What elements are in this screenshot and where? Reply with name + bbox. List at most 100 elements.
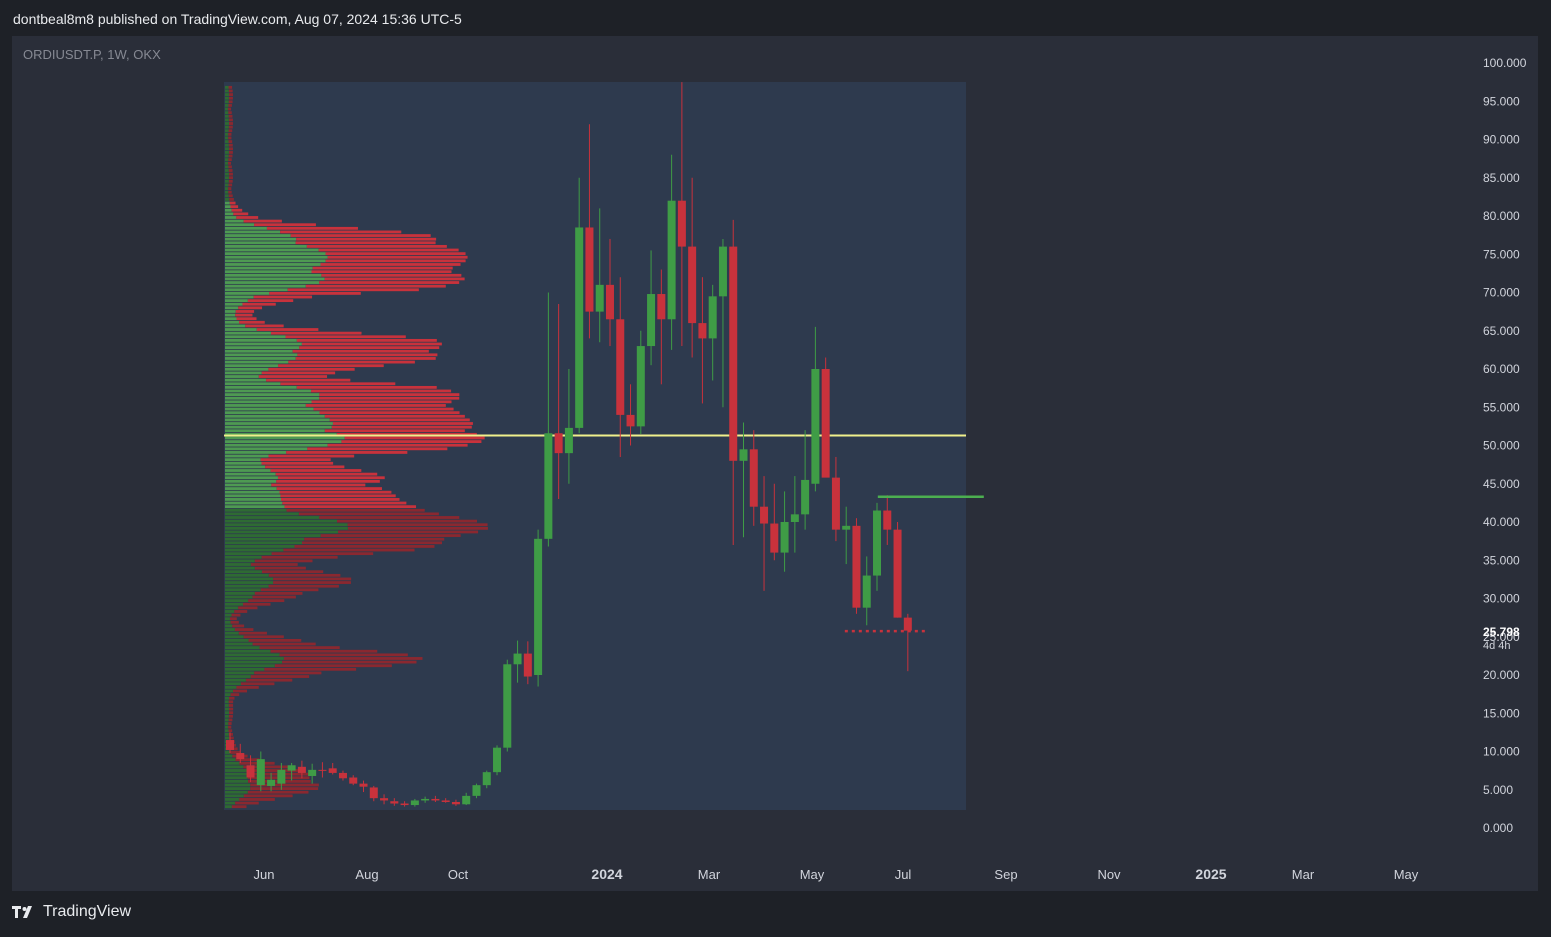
volume-profile-up-row bbox=[225, 801, 236, 805]
volume-profile-up-row bbox=[225, 104, 229, 107]
volume-profile-up-row bbox=[225, 472, 276, 476]
volume-profile-down-row bbox=[228, 96, 233, 100]
volume-profile-up-row bbox=[225, 758, 236, 762]
volume-profile-up-row bbox=[225, 711, 230, 715]
volume-profile-down-row bbox=[268, 367, 355, 371]
volume-profile-down-row bbox=[228, 154, 233, 158]
x-axis-tick-label: Oct bbox=[448, 867, 469, 882]
volume-profile-down-row bbox=[247, 299, 294, 303]
volume-profile-up-row bbox=[225, 704, 229, 707]
volume-profile-up-row bbox=[225, 516, 320, 519]
volume-profile-up-row bbox=[225, 577, 274, 581]
volume-profile-down-row bbox=[228, 732, 233, 736]
volume-profile-up-row bbox=[225, 382, 281, 386]
volume-profile-up-row bbox=[225, 490, 280, 494]
volume-profile-down-row bbox=[228, 151, 233, 154]
volume-profile-up-row bbox=[225, 555, 262, 559]
candle-body bbox=[729, 246, 738, 461]
volume-profile-up-row bbox=[225, 291, 270, 295]
volume-profile-down-row bbox=[338, 530, 479, 534]
volume-profile-up-row bbox=[225, 140, 229, 143]
candle-body bbox=[431, 798, 440, 801]
volume-profile-up-row bbox=[225, 375, 259, 378]
volume-profile-down-row bbox=[228, 158, 232, 162]
volume-profile-down-row bbox=[229, 707, 234, 711]
volume-profile-up-row bbox=[225, 541, 303, 545]
volume-profile-up-row bbox=[225, 147, 229, 151]
volume-profile-down-row bbox=[311, 400, 452, 404]
volume-profile-down-row bbox=[252, 595, 296, 599]
volume-profile-down-row bbox=[331, 425, 472, 429]
volume-profile-up-row bbox=[225, 299, 248, 303]
volume-profile-up-row bbox=[225, 389, 312, 393]
volume-profile-up-row bbox=[225, 96, 229, 100]
volume-profile-down-row bbox=[302, 541, 443, 545]
y-axis-tick-label: 90.000 bbox=[1483, 133, 1520, 147]
volume-profile-up-row bbox=[225, 385, 297, 389]
volume-profile-up-row bbox=[225, 244, 307, 248]
volume-profile-up-row bbox=[225, 610, 235, 613]
volume-profile-up-row bbox=[225, 349, 293, 353]
volume-profile-up-row bbox=[225, 761, 240, 765]
volume-profile-down-row bbox=[278, 364, 384, 368]
volume-profile-down-row bbox=[231, 805, 247, 809]
y-axis-tick-label: 25.000 bbox=[1483, 630, 1520, 644]
volume-profile-up-row bbox=[225, 447, 308, 451]
volume-profile-down-row bbox=[266, 378, 351, 382]
volume-profile-up-row bbox=[225, 205, 231, 209]
volume-profile-down-row bbox=[270, 469, 362, 472]
volume-profile-up-row bbox=[225, 559, 255, 563]
volume-profile-down-row bbox=[318, 248, 459, 252]
candle-body bbox=[688, 246, 697, 324]
y-axis-tick-label: 30.000 bbox=[1483, 592, 1520, 606]
volume-profile-up-row bbox=[225, 642, 253, 646]
volume-profile-up-row bbox=[225, 407, 314, 411]
volume-profile-down-row bbox=[325, 259, 466, 263]
x-axis-tick-label: May bbox=[800, 867, 825, 882]
volume-profile-down-row bbox=[236, 317, 257, 321]
candle-body bbox=[390, 801, 399, 804]
volume-profile-down-row bbox=[286, 508, 425, 512]
candle-body bbox=[328, 768, 337, 773]
candle-body bbox=[267, 779, 276, 786]
volume-profile-up-row bbox=[225, 545, 295, 548]
volume-profile-up-row bbox=[225, 237, 297, 241]
volume-profile-up-row bbox=[225, 425, 332, 429]
volume-profile-up-row bbox=[225, 158, 229, 162]
volume-profile-up-row bbox=[225, 667, 265, 671]
volume-profile-up-row bbox=[225, 263, 321, 266]
volume-profile-down-row bbox=[280, 230, 402, 234]
volume-profile-up-row bbox=[225, 707, 230, 711]
volume-profile-down-row bbox=[228, 104, 232, 107]
volume-profile-down-row bbox=[319, 396, 460, 400]
volume-profile-down-row bbox=[304, 537, 445, 541]
volume-profile-up-row bbox=[225, 458, 261, 462]
candle-body bbox=[575, 227, 584, 428]
candle-body bbox=[421, 798, 430, 801]
volume-profile-up-row bbox=[225, 198, 230, 201]
volume-profile-down-row bbox=[229, 736, 234, 740]
footer-brand[interactable]: TradingView bbox=[12, 903, 131, 921]
volume-profile-down-row bbox=[341, 440, 482, 443]
volume-profile-down-row bbox=[337, 519, 478, 523]
volume-profile-up-row bbox=[225, 443, 328, 447]
volume-profile-up-row bbox=[225, 736, 230, 740]
volume-profile-up-row bbox=[225, 306, 239, 310]
candle-body bbox=[493, 747, 502, 773]
candle-body bbox=[359, 783, 368, 787]
volume-profile-up-row bbox=[225, 281, 320, 284]
volume-profile-up-row bbox=[225, 357, 296, 360]
volume-profile-down-row bbox=[260, 588, 319, 592]
volume-profile-up-row bbox=[225, 89, 229, 93]
volume-profile-down-row bbox=[248, 638, 302, 642]
candle-body bbox=[534, 538, 543, 675]
volume-profile-up-row bbox=[225, 479, 277, 483]
volume-profile-down-row bbox=[259, 646, 340, 650]
volume-profile-down-row bbox=[232, 624, 245, 628]
volume-profile-down-row bbox=[228, 722, 232, 725]
volume-profile-down-row bbox=[228, 169, 233, 172]
volume-profile-up-row bbox=[225, 310, 236, 313]
candle-body bbox=[554, 433, 563, 454]
volume-profile-down-row bbox=[228, 107, 232, 111]
